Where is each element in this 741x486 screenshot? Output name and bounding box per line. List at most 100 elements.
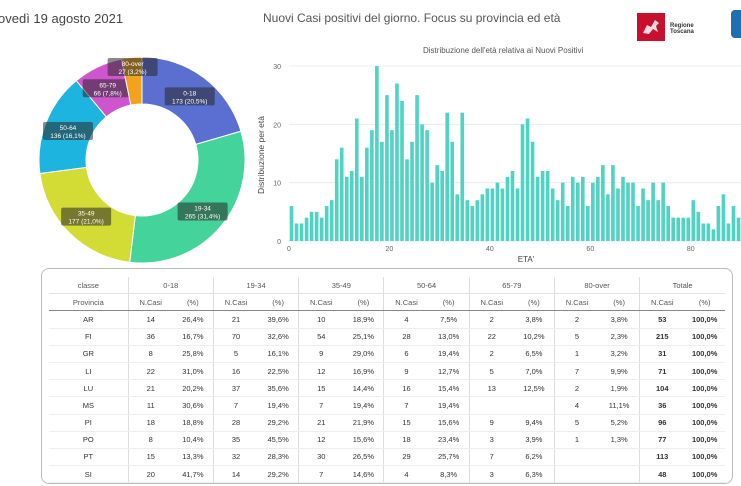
x-tick-label: 40 <box>486 246 494 253</box>
percent-cell <box>599 465 640 483</box>
histogram-bar <box>465 200 470 241</box>
count-cell: 10 <box>298 310 344 329</box>
count-cell: 2 <box>553 379 600 398</box>
percent-cell: 5,2% <box>599 414 640 432</box>
histogram-bar <box>726 223 731 241</box>
total-count-cell: 31 <box>639 345 685 363</box>
percent-cell <box>513 396 555 415</box>
total-percent-cell: 100,0% <box>684 482 725 483</box>
percent-cell: 22,5% <box>258 362 299 381</box>
percent-cell: 7,0% <box>513 362 555 381</box>
donut-label-value: 136 (16,1%) <box>50 133 85 140</box>
total-count-cell: 71 <box>639 362 685 381</box>
histogram-bar <box>596 176 600 241</box>
count-cell: 5 <box>553 414 600 432</box>
total-percent-cell: 100,0% <box>684 379 725 398</box>
count-cell: 36 <box>127 328 173 346</box>
histogram-bar <box>400 101 404 241</box>
percent-cell: 19,4% <box>428 396 470 415</box>
table-row: MS 11 30,6% 7 19,4% 7 19,4% 7 19,4% 4 11,1% 36 100,0… <box>49 396 725 415</box>
group-header: 50-64 <box>383 277 470 295</box>
sub-header: N.Casi <box>127 293 173 312</box>
count-cell: 8 <box>127 431 173 449</box>
sub-header: N.Casi <box>212 293 259 312</box>
province-age-table: classe 0-18 19-34 35-49 50-64 65-79 80-over Tot… <box>49 277 725 483</box>
histogram-bar <box>575 182 580 241</box>
table-group-header-row: classe 0-18 19-34 35-49 50-64 65-79 80-over Tot… <box>49 277 725 295</box>
histogram-bar <box>425 130 429 241</box>
province-age-table-panel: classe 0-18 19-34 35-49 50-64 65-79 80-over Tot… <box>41 268 733 484</box>
percent-cell: 26,4% <box>172 310 214 329</box>
count-cell: 18 <box>127 414 173 432</box>
province-cell: LU <box>49 379 129 398</box>
percent-cell: 6,3% <box>513 465 555 483</box>
histogram-bar <box>676 217 681 241</box>
count-cell: 9 <box>298 345 344 363</box>
percent-cell: 35,6% <box>258 379 299 398</box>
province-cell: MS <box>49 396 129 415</box>
percent-cell: 13,0% <box>428 328 470 346</box>
sub-header: (%) <box>258 293 299 312</box>
total-percent-cell: 100,0% <box>684 345 725 363</box>
histogram-bar <box>550 188 555 241</box>
percent-cell: 19,4% <box>428 345 470 363</box>
sub-header: (%) <box>513 293 555 312</box>
histogram-bar <box>480 194 485 241</box>
table-sub-header-row: Provincia N.Casi (%) N.Casi (%) N.Casi (%) N.Ca… <box>49 293 725 312</box>
x-tick-label: 80 <box>687 246 695 253</box>
table-row: PT 15 13,3% 32 28,3% 30 26,5% 29 25,7% 7 6,2% 113 10… <box>49 448 725 467</box>
histogram-bar <box>580 176 585 241</box>
count-cell: 15 <box>127 448 173 467</box>
percent-cell: 13,3% <box>172 448 214 467</box>
histogram-bar <box>500 188 505 241</box>
province-cell: PO <box>49 431 129 449</box>
histogram-bar <box>375 66 379 241</box>
count-cell: 8 <box>127 345 173 363</box>
count-cell: 1 <box>553 345 600 363</box>
count-cell: 265 <box>212 482 259 483</box>
total-count-cell: 48 <box>639 465 685 483</box>
percent-cell: 31,0% <box>172 362 214 381</box>
province-cell: SI <box>49 465 129 483</box>
count-cell: 15 <box>383 414 429 432</box>
histogram-svg: 0 10 20 30 0 20 40 60 80 ETA' Distribuzione per et… <box>256 64 741 264</box>
histogram-bar <box>420 124 424 241</box>
percent-cell: 7,8% <box>513 482 555 483</box>
percent-cell <box>599 448 640 467</box>
percent-cell: 20,5% <box>172 482 214 483</box>
percent-cell: 16,1% <box>428 482 470 483</box>
total-percent-cell: 100,0% <box>684 328 725 346</box>
percent-cell: 29,2% <box>258 465 299 483</box>
count-cell: 136 <box>383 482 429 483</box>
donut-label-class: 19-34 <box>194 205 211 212</box>
histogram-bar <box>706 223 711 241</box>
total-percent-cell: 100,0% <box>684 396 725 415</box>
count-cell: 4 <box>553 396 600 415</box>
histogram-bar <box>525 118 530 241</box>
histogram-bar <box>365 147 369 241</box>
count-cell: 7 <box>553 362 600 381</box>
y-axis-label: Distribuzione per età <box>256 116 266 194</box>
percent-cell: 3,8% <box>599 310 640 329</box>
count-cell: 7 <box>298 465 344 483</box>
histogram-bar <box>671 217 676 241</box>
histogram-bar <box>621 176 625 241</box>
percent-cell: 18,8% <box>172 414 214 432</box>
histogram-bar <box>370 130 374 241</box>
table-row: PO 8 10,4% 35 45,5% 12 15,6% 18 23,4% 3 3,9% 1 1,3% 7… <box>49 431 725 449</box>
count-cell: 2 <box>468 310 514 329</box>
histogram-bar <box>440 171 444 241</box>
sub-header: Provincia <box>49 293 129 312</box>
count-cell: 6 <box>383 345 429 363</box>
province-cell: LI <box>49 362 129 381</box>
y-tick-label: 0 <box>277 239 281 246</box>
count-cell: 21 <box>127 379 173 398</box>
percent-cell: 14,4% <box>343 379 384 398</box>
histogram-bar <box>631 182 635 241</box>
total-percent-cell: 100,0% <box>684 465 725 483</box>
count-cell: 21 <box>212 310 259 329</box>
table-row: SI 20 41,7% 14 29,2% 7 14,6% 4 8,3% 3 6,3% 48 100,0% <box>49 465 725 483</box>
histogram-bar <box>304 217 309 241</box>
